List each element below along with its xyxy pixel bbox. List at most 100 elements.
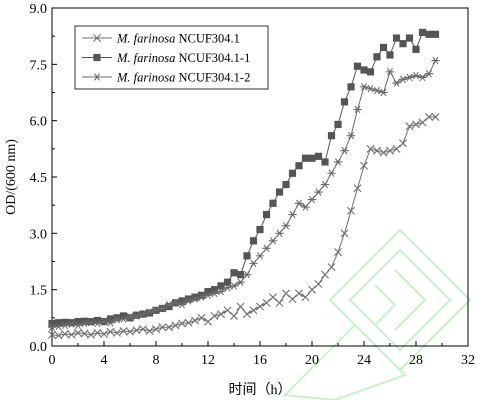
legend-label: M. farinosa NCUF304.1-1 — [116, 51, 250, 65]
data-point — [386, 146, 394, 155]
data-point — [282, 180, 290, 189]
x-tick-label: 24 — [357, 353, 371, 368]
data-point — [126, 314, 134, 322]
data-point — [197, 293, 206, 301]
data-point — [249, 237, 258, 245]
data-point — [243, 252, 251, 260]
data-point — [314, 152, 323, 160]
x-tick-label: 8 — [153, 353, 160, 368]
data-point — [217, 310, 225, 319]
data-point — [47, 323, 57, 331]
data-point — [360, 66, 368, 74]
data-point — [119, 315, 128, 323]
data-point — [425, 30, 433, 38]
data-point — [92, 73, 102, 81]
y-tick-label: 3.0 — [30, 227, 48, 242]
watermark-logo — [282, 228, 472, 400]
data-point — [360, 161, 368, 170]
data-point — [275, 229, 284, 238]
x-axis-label: 时间（h） — [229, 382, 292, 398]
data-point — [223, 278, 232, 286]
data-point — [275, 188, 284, 196]
data-point — [412, 45, 420, 53]
data-point — [230, 269, 238, 277]
data-point — [282, 289, 290, 298]
data-point — [80, 329, 89, 338]
data-point — [93, 319, 102, 328]
data-point — [418, 28, 427, 37]
data-point — [48, 319, 56, 328]
data-point — [431, 30, 440, 38]
data-point — [392, 34, 401, 42]
data-point — [307, 195, 317, 204]
data-point — [67, 330, 76, 339]
data-point — [178, 297, 186, 305]
data-point — [119, 312, 128, 320]
legend-item: M. farinosa NCUF304.1-1 — [82, 51, 250, 65]
data-point — [48, 330, 56, 339]
data-point — [405, 122, 414, 131]
data-point — [275, 298, 284, 307]
data-point — [418, 118, 427, 127]
data-point — [99, 317, 109, 326]
data-point — [431, 56, 440, 65]
legend-label-species: M. farinosa — [116, 51, 175, 65]
y-tick-label: 1.5 — [30, 284, 48, 299]
data-point — [346, 131, 356, 140]
data-point — [255, 252, 265, 260]
data-point — [353, 184, 362, 193]
data-point — [80, 317, 89, 325]
data-point — [54, 319, 63, 327]
data-point — [405, 73, 414, 82]
data-point — [372, 86, 382, 95]
y-tick-label: 7.5 — [30, 58, 48, 73]
data-point — [314, 280, 323, 289]
data-point — [87, 317, 95, 326]
data-point — [145, 326, 154, 335]
data-point — [327, 263, 336, 272]
data-point — [379, 43, 388, 52]
x-tick-label: 16 — [253, 353, 267, 368]
series-3 — [47, 56, 440, 331]
data-point — [321, 158, 329, 166]
data-point — [178, 319, 186, 328]
legend-label-species: M. farinosa — [116, 71, 175, 85]
data-point — [191, 316, 199, 325]
data-point — [405, 34, 414, 42]
y-tick-label: 4.5 — [30, 171, 48, 186]
data-point — [74, 317, 82, 326]
data-point — [145, 308, 154, 316]
legend-label: M. farinosa NCUF304.1 — [116, 32, 240, 46]
data-point — [138, 310, 148, 318]
data-point — [333, 158, 343, 166]
data-point — [229, 282, 239, 290]
data-point — [256, 225, 264, 234]
data-point — [295, 162, 303, 170]
data-point — [308, 285, 316, 294]
data-point — [340, 98, 349, 106]
data-point — [373, 53, 381, 61]
data-point — [132, 326, 141, 335]
data-point — [126, 327, 134, 336]
data-point — [165, 323, 173, 332]
data-point — [288, 295, 297, 304]
data-point — [165, 302, 173, 311]
data-point — [61, 329, 69, 338]
data-point — [366, 68, 375, 76]
data-point — [119, 326, 128, 335]
data-point — [249, 306, 258, 315]
data-point — [334, 120, 342, 129]
data-point — [262, 244, 271, 253]
legend-item: M. farinosa NCUF304.1 — [82, 32, 240, 46]
legend: M. farinosa NCUF304.1 M. farinosa NCUF304… — [74, 25, 269, 90]
data-point — [425, 112, 433, 121]
data-point — [411, 71, 421, 80]
data-point — [164, 300, 174, 309]
data-point — [327, 132, 336, 140]
data-point — [210, 311, 219, 320]
data-point — [269, 293, 277, 302]
x-tick-label: 20 — [305, 353, 319, 368]
data-point — [113, 328, 121, 337]
legend-label: M. farinosa NCUF304.1-2 — [116, 71, 250, 85]
data-point — [314, 188, 323, 196]
